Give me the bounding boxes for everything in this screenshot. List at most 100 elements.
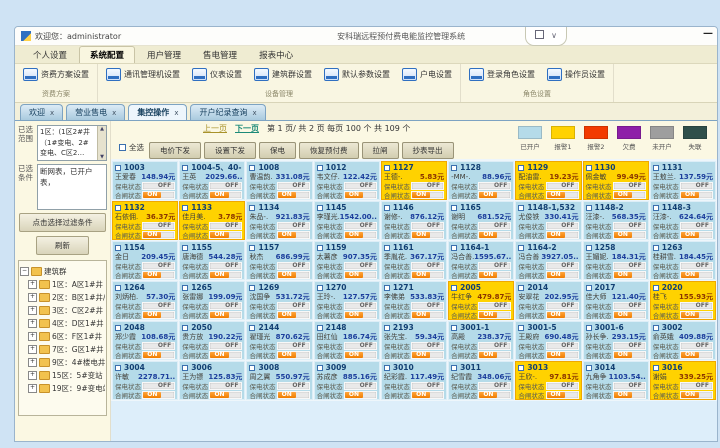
- ribbon-item-1-3[interactable]: 默认参数设置: [324, 68, 390, 81]
- protect-toggle[interactable]: OFF: [142, 221, 176, 230]
- card-checkbox[interactable]: [249, 364, 256, 371]
- protect-toggle[interactable]: OFF: [679, 221, 713, 230]
- switch-toggle[interactable]: ON: [209, 390, 243, 399]
- card-checkbox[interactable]: [316, 244, 323, 251]
- switch-toggle[interactable]: ON: [411, 390, 445, 399]
- choose-filter-button[interactable]: 点击选择过滤条件: [19, 213, 106, 232]
- switch-toggle[interactable]: ON: [679, 230, 713, 239]
- select-all-checkbox[interactable]: [119, 144, 126, 151]
- card-checkbox[interactable]: [585, 364, 592, 371]
- switch-toggle[interactable]: ON: [679, 270, 713, 279]
- switch-toggle[interactable]: ON: [276, 270, 310, 279]
- protect-toggle[interactable]: OFF: [343, 221, 377, 230]
- card-checkbox[interactable]: [115, 204, 121, 211]
- protect-toggle[interactable]: OFF: [478, 261, 512, 270]
- protect-toggle[interactable]: OFF: [679, 381, 713, 390]
- toolbar-button-2[interactable]: 保电: [259, 142, 296, 159]
- tree-node-4[interactable]: +6区：F区1#井（F区1#: [28, 331, 105, 342]
- card-checkbox[interactable]: [316, 284, 323, 291]
- tree-node-3[interactable]: +4区：D区1#井（D区1: [28, 318, 105, 329]
- card-checkbox[interactable]: [316, 204, 323, 211]
- ribbon-item-1-4[interactable]: 户电设置: [402, 68, 452, 81]
- switch-toggle[interactable]: ON: [612, 190, 646, 199]
- menu-tab-0[interactable]: 个人设置: [33, 51, 68, 61]
- protect-toggle[interactable]: OFF: [343, 341, 377, 350]
- card-checkbox[interactable]: [115, 244, 121, 251]
- protect-toggle[interactable]: OFF: [545, 181, 579, 190]
- expand-icon[interactable]: +: [28, 306, 37, 315]
- protect-toggle[interactable]: OFF: [612, 261, 646, 270]
- switch-toggle[interactable]: ON: [478, 390, 512, 399]
- card-checkbox[interactable]: [383, 284, 390, 291]
- tree-node-6[interactable]: +9区：4#楼电井（4#楼: [28, 357, 105, 368]
- card-checkbox[interactable]: [652, 324, 659, 331]
- ribbon-item-0-0[interactable]: 资费方案设置: [23, 68, 89, 81]
- protect-toggle[interactable]: OFF: [142, 181, 176, 190]
- switch-toggle[interactable]: ON: [545, 190, 579, 199]
- protect-toggle[interactable]: OFF: [276, 181, 310, 190]
- protect-toggle[interactable]: OFF: [209, 261, 243, 270]
- toolbar-button-1[interactable]: 设置下发: [204, 142, 256, 159]
- fullscreen-button[interactable]: [535, 30, 545, 41]
- toolbar-button-5[interactable]: 抄表导出: [401, 142, 454, 159]
- scroll-down-icon[interactable]: ▼: [100, 154, 104, 160]
- switch-toggle[interactable]: ON: [142, 310, 176, 319]
- card-checkbox[interactable]: [451, 284, 458, 291]
- prev-page-link[interactable]: 上一页: [203, 124, 227, 133]
- switch-toggle[interactable]: ON: [411, 270, 445, 279]
- doc-tab-1[interactable]: 营业售电 x: [66, 104, 126, 120]
- menu-tab-3[interactable]: 售电管理: [203, 51, 238, 61]
- switch-toggle[interactable]: ON: [411, 350, 445, 359]
- tree-node-5[interactable]: +7区：G区1#井: [28, 344, 105, 355]
- card-checkbox[interactable]: [518, 244, 525, 251]
- switch-toggle[interactable]: ON: [545, 350, 579, 359]
- tree-root[interactable]: − 建筑群: [20, 266, 105, 277]
- protect-toggle[interactable]: OFF: [478, 181, 512, 190]
- protect-toggle[interactable]: OFF: [142, 301, 176, 310]
- switch-toggle[interactable]: ON: [209, 190, 243, 199]
- card-checkbox[interactable]: [115, 164, 121, 171]
- tree-node-2[interactable]: +3区：C区2#井（1#变: [28, 305, 105, 316]
- collapse-icon[interactable]: −: [20, 267, 29, 276]
- protect-toggle[interactable]: OFF: [411, 301, 445, 310]
- card-checkbox[interactable]: [652, 204, 659, 211]
- protect-toggle[interactable]: OFF: [209, 381, 243, 390]
- protect-toggle[interactable]: OFF: [276, 301, 310, 310]
- protect-toggle[interactable]: OFF: [545, 221, 579, 230]
- protect-toggle[interactable]: OFF: [276, 381, 310, 390]
- protect-toggle[interactable]: OFF: [545, 381, 579, 390]
- tree-node-8[interactable]: +19区：9#变电站（2#: [28, 383, 105, 394]
- minimize-button[interactable]: —: [703, 28, 713, 39]
- scroll-up-icon[interactable]: ▲: [100, 126, 104, 132]
- switch-toggle[interactable]: ON: [276, 310, 310, 319]
- protect-toggle[interactable]: OFF: [209, 181, 243, 190]
- protect-toggle[interactable]: OFF: [478, 221, 512, 230]
- card-checkbox[interactable]: [585, 244, 592, 251]
- card-checkbox[interactable]: [451, 244, 458, 251]
- protect-toggle[interactable]: OFF: [276, 341, 310, 350]
- card-checkbox[interactable]: [518, 324, 525, 331]
- switch-toggle[interactable]: ON: [343, 230, 377, 239]
- protect-toggle[interactable]: OFF: [612, 381, 646, 390]
- card-checkbox[interactable]: [451, 324, 458, 331]
- card-checkbox[interactable]: [182, 284, 189, 291]
- card-checkbox[interactable]: [182, 324, 189, 331]
- menu-tab-2[interactable]: 用户管理: [147, 51, 182, 61]
- card-checkbox[interactable]: [249, 204, 256, 211]
- doc-tab-2[interactable]: 集控操作 x: [128, 104, 188, 120]
- switch-toggle[interactable]: ON: [612, 310, 646, 319]
- protect-toggle[interactable]: OFF: [612, 341, 646, 350]
- card-checkbox[interactable]: [249, 164, 256, 171]
- protect-toggle[interactable]: OFF: [276, 221, 310, 230]
- switch-toggle[interactable]: ON: [276, 350, 310, 359]
- card-checkbox[interactable]: [585, 164, 592, 171]
- switch-toggle[interactable]: ON: [545, 230, 579, 239]
- card-checkbox[interactable]: [383, 324, 390, 331]
- ribbon-item-1-2[interactable]: 建筑群设置: [254, 68, 312, 81]
- card-checkbox[interactable]: [652, 364, 659, 371]
- protect-toggle[interactable]: OFF: [343, 261, 377, 270]
- protect-toggle[interactable]: OFF: [142, 341, 176, 350]
- card-checkbox[interactable]: [585, 284, 592, 291]
- switch-toggle[interactable]: ON: [343, 190, 377, 199]
- collapse-ribbon-button[interactable]: ∨: [551, 30, 557, 40]
